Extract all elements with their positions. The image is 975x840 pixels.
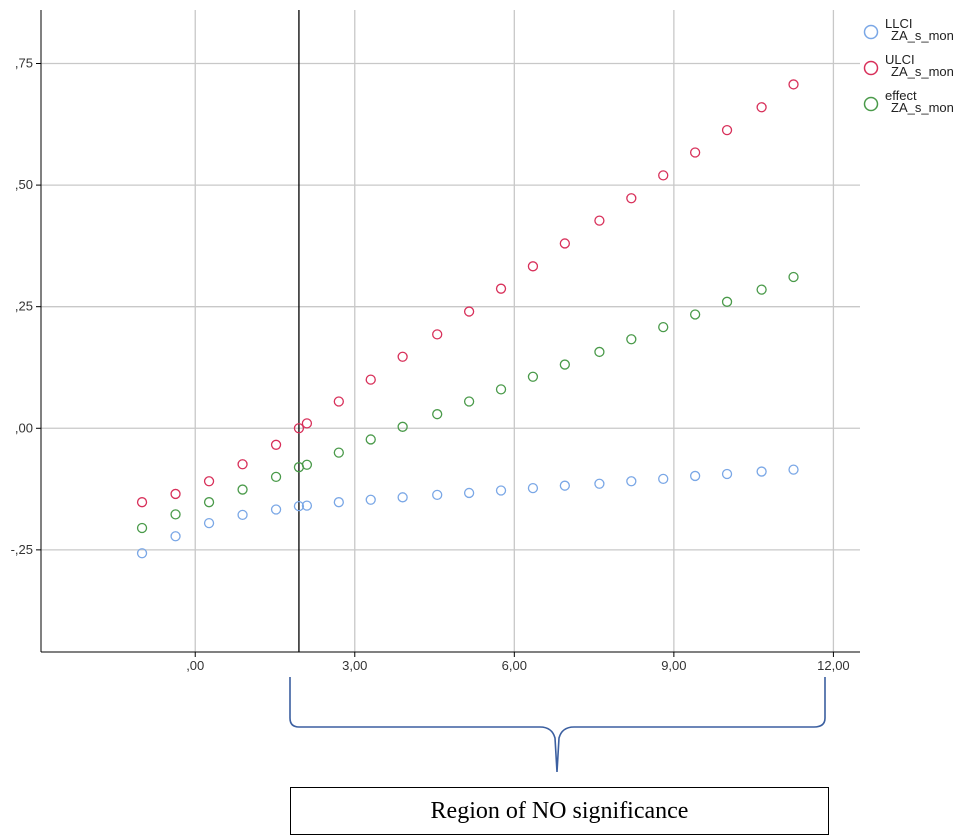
point-series-2 xyxy=(626,334,637,345)
legend-label: effect ZA_s_mon xyxy=(885,88,954,115)
point-series-2 xyxy=(333,447,344,458)
region-annotation: Region of NO significance xyxy=(290,787,829,835)
point-series-1 xyxy=(293,423,305,434)
point-series-2 xyxy=(559,359,570,370)
x-tick-label: 12,00 xyxy=(817,658,850,673)
point-series-1 xyxy=(756,102,767,113)
point-series-0 xyxy=(788,464,799,475)
y-tick-label: ,00 xyxy=(15,420,33,435)
point-series-2 xyxy=(594,346,605,358)
point-series-2 xyxy=(365,434,376,445)
point-series-1 xyxy=(527,261,539,272)
point-series-1 xyxy=(237,459,248,470)
region-brace xyxy=(289,677,826,773)
point-series-0 xyxy=(333,497,344,508)
point-series-0 xyxy=(495,485,507,496)
point-series-0 xyxy=(136,548,148,559)
point-series-0 xyxy=(658,473,669,485)
x-tick-label: 6,00 xyxy=(502,658,527,673)
point-series-2 xyxy=(788,271,799,283)
point-series-0 xyxy=(170,531,181,542)
point-series-0 xyxy=(203,517,215,529)
y-tick-label: -,25 xyxy=(11,542,33,557)
point-series-2 xyxy=(463,396,475,407)
point-series-1 xyxy=(301,418,313,429)
point-series-1 xyxy=(626,193,637,204)
point-series-0 xyxy=(463,487,475,499)
data-points xyxy=(136,79,799,559)
point-series-2 xyxy=(237,484,248,495)
point-series-2 xyxy=(203,497,215,508)
x-tick-label: 9,00 xyxy=(661,658,686,673)
point-series-1 xyxy=(463,306,475,317)
point-series-1 xyxy=(559,238,570,249)
axes: ,00 3,00 6,00 9,00 12,00 -,25 ,00 ,25 ,50 ,75 xyxy=(11,10,860,673)
legend-marker xyxy=(863,60,879,76)
legend-label: ULCI ZA_s_mon xyxy=(885,52,954,79)
legend: LLCI ZA_s_mon ULCI ZA_s_mon effect ZA_s_mon xyxy=(863,16,954,115)
point-series-1 xyxy=(721,124,733,136)
legend-label: LLCI ZA_s_mon xyxy=(885,16,954,43)
point-series-1 xyxy=(365,374,376,385)
point-series-1 xyxy=(270,439,282,450)
point-series-2 xyxy=(495,384,507,395)
point-series-1 xyxy=(136,497,148,508)
point-series-0 xyxy=(432,489,443,501)
point-series-1 xyxy=(495,283,507,294)
x-tick-label: ,00 xyxy=(186,658,204,673)
point-series-0 xyxy=(365,494,376,505)
x-tick-label: 3,00 xyxy=(342,658,367,673)
grid-lines xyxy=(41,10,860,652)
point-series-0 xyxy=(397,492,408,503)
point-series-2 xyxy=(170,509,181,520)
point-series-1 xyxy=(170,488,181,500)
point-series-2 xyxy=(527,371,539,382)
point-series-1 xyxy=(333,396,344,407)
point-series-0 xyxy=(559,480,570,491)
point-series-0 xyxy=(689,470,701,482)
y-tick-label: ,75 xyxy=(15,56,33,71)
point-series-2 xyxy=(136,522,148,534)
point-series-1 xyxy=(689,147,701,158)
point-series-2 xyxy=(432,409,443,420)
point-series-0 xyxy=(626,476,637,487)
legend-marker xyxy=(863,24,879,40)
point-series-1 xyxy=(594,215,605,226)
point-series-1 xyxy=(788,79,799,90)
point-series-0 xyxy=(301,500,313,511)
point-series-2 xyxy=(756,284,767,295)
point-series-0 xyxy=(293,500,305,512)
legend-marker xyxy=(863,96,879,112)
point-series-2 xyxy=(397,421,408,432)
point-series-0 xyxy=(721,468,733,480)
point-series-0 xyxy=(527,482,539,494)
point-series-2 xyxy=(721,296,733,307)
point-series-2 xyxy=(270,471,282,483)
point-series-1 xyxy=(203,476,215,487)
y-tick-label: ,25 xyxy=(15,299,33,314)
point-series-0 xyxy=(270,504,282,515)
point-series-1 xyxy=(397,351,408,362)
point-series-0 xyxy=(756,466,767,477)
point-series-2 xyxy=(689,309,701,320)
point-series-2 xyxy=(301,459,313,470)
point-series-1 xyxy=(432,329,443,340)
point-series-0 xyxy=(594,478,605,489)
point-series-2 xyxy=(658,321,669,333)
point-series-0 xyxy=(237,509,248,520)
point-series-1 xyxy=(658,170,669,181)
y-tick-label: ,50 xyxy=(15,177,33,192)
